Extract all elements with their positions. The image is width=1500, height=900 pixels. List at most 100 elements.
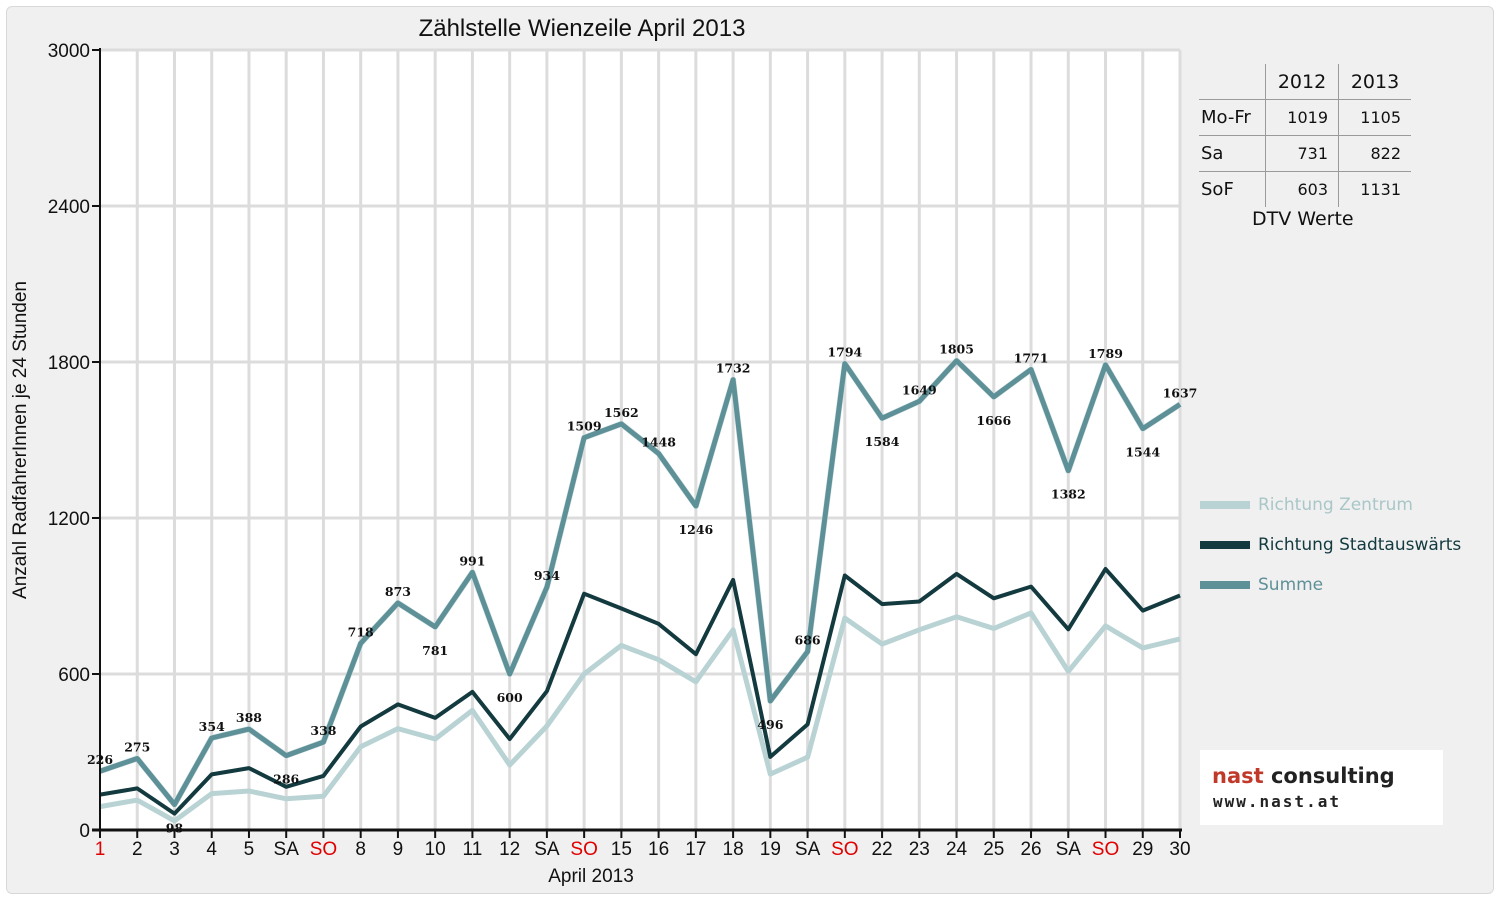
x-tick-label: 2 bbox=[132, 839, 143, 860]
x-tick-label: SO bbox=[831, 839, 858, 860]
data-label: 1649 bbox=[902, 382, 937, 397]
dtv-row: SoF 603 1131 bbox=[1199, 171, 1411, 207]
data-label: 286 bbox=[273, 772, 299, 787]
x-tick-label: SA bbox=[534, 839, 560, 860]
series-line-stadtauswaerts bbox=[99, 567, 1181, 816]
series-line-summe bbox=[99, 358, 1182, 807]
dtv-value: 822 bbox=[1338, 135, 1411, 172]
data-label: 1789 bbox=[1088, 346, 1123, 361]
dtv-row-label: Mo-Fr bbox=[1199, 99, 1266, 136]
data-label: 226 bbox=[87, 752, 113, 767]
y-tick-label: 1200 bbox=[48, 509, 90, 530]
y-tick-label: 600 bbox=[58, 665, 90, 686]
data-label: 1382 bbox=[1051, 487, 1086, 502]
series-lines bbox=[99, 357, 1182, 824]
data-label: 1448 bbox=[641, 435, 676, 450]
data-label: 873 bbox=[385, 584, 411, 599]
y-tick-label: 1800 bbox=[48, 353, 90, 374]
x-tick-label: 24 bbox=[946, 839, 968, 860]
dtv-row-label: SoF bbox=[1199, 171, 1266, 207]
legend-swatch bbox=[1200, 501, 1250, 509]
chart-title: Zählstelle Wienzeile April 2013 bbox=[419, 15, 746, 42]
x-tick-label: 9 bbox=[393, 839, 404, 860]
data-labels: 226 275 98 354 388 286 338 718 873 781 991 600 934 15… bbox=[87, 342, 1197, 836]
data-label: 1562 bbox=[604, 405, 639, 420]
grid bbox=[100, 48, 1182, 830]
legend-swatch bbox=[1200, 581, 1250, 589]
dtv-caption: DTV Werte bbox=[1252, 208, 1354, 230]
x-tick-label: SA bbox=[274, 839, 300, 860]
x-tick-label: 22 bbox=[871, 839, 892, 860]
x-tick-label: 8 bbox=[355, 839, 366, 860]
x-tick-label: 12 bbox=[499, 839, 520, 860]
data-label: 1732 bbox=[716, 361, 751, 376]
y-axis-title: Anzahl RadfahrerInnen je 24 Stunden bbox=[10, 281, 31, 599]
dtv-table: 2012 2013 Mo-Fr 1019 1105 Sa 731 822 SoF… bbox=[1199, 64, 1411, 207]
dtv-value: 1131 bbox=[1338, 171, 1411, 207]
x-tick-label: 3 bbox=[169, 839, 180, 860]
x-tick-label: 30 bbox=[1169, 839, 1190, 860]
data-label: 718 bbox=[348, 624, 374, 639]
data-label: 354 bbox=[199, 719, 225, 734]
data-label: 991 bbox=[459, 553, 485, 568]
x-tick-label: SO bbox=[310, 839, 337, 860]
legend-label: Summe bbox=[1258, 575, 1324, 595]
data-label: 388 bbox=[236, 710, 262, 725]
logo-name: nast consulting bbox=[1212, 764, 1395, 788]
y-tick-label: 2400 bbox=[48, 197, 90, 218]
x-tick-label: SA bbox=[795, 839, 821, 860]
dtv-row: Mo-Fr 1019 1105 bbox=[1199, 99, 1411, 136]
x-tick-label: SA bbox=[1056, 839, 1082, 860]
data-label: 1637 bbox=[1163, 385, 1198, 400]
legend-swatch bbox=[1200, 541, 1250, 549]
x-tick-label: 17 bbox=[685, 839, 706, 860]
dtv-value: 1105 bbox=[1338, 99, 1411, 136]
data-label: 686 bbox=[795, 633, 821, 648]
data-label: 1544 bbox=[1125, 445, 1160, 460]
x-tick-label: 29 bbox=[1132, 839, 1153, 860]
x-tick-label: 4 bbox=[206, 839, 217, 860]
x-tick-label: 26 bbox=[1020, 839, 1041, 860]
x-tick-label: 16 bbox=[648, 839, 669, 860]
dtv-value: 603 bbox=[1265, 171, 1339, 207]
x-tick-label: 1 bbox=[95, 839, 106, 860]
legend-item-zentrum: Richtung Zentrum bbox=[1200, 494, 1413, 516]
data-label: 1246 bbox=[678, 522, 713, 537]
dtv-value: 1019 bbox=[1265, 99, 1339, 136]
y-tick-label: 3000 bbox=[48, 41, 90, 62]
x-tick-label: 19 bbox=[760, 839, 781, 860]
data-label: 600 bbox=[497, 690, 523, 705]
data-label: 1794 bbox=[827, 345, 862, 360]
dtv-value: 731 bbox=[1265, 135, 1339, 172]
x-tick-label: 25 bbox=[983, 839, 1004, 860]
x-tick-label: 5 bbox=[244, 839, 255, 860]
x-tick-label: SO bbox=[570, 839, 597, 860]
data-label: 275 bbox=[124, 740, 150, 755]
dtv-corner bbox=[1199, 64, 1266, 100]
x-tick-label: 18 bbox=[723, 839, 744, 860]
logo-name-part1: nast bbox=[1212, 764, 1264, 788]
data-label: 496 bbox=[757, 717, 783, 732]
dtv-header-row: 2012 2013 bbox=[1199, 64, 1411, 100]
data-label: 1666 bbox=[976, 413, 1011, 428]
dtv-year-2012: 2012 bbox=[1265, 64, 1339, 100]
series-line-zentrum bbox=[99, 610, 1181, 824]
logo-name-part2: consulting bbox=[1263, 764, 1395, 788]
legend-item-summe: Summe bbox=[1200, 574, 1323, 596]
data-label: 781 bbox=[422, 643, 448, 658]
data-label: 1771 bbox=[1014, 351, 1049, 366]
x-tick-label: 10 bbox=[425, 839, 446, 860]
data-label: 1584 bbox=[865, 434, 900, 449]
legend-label: Richtung Zentrum bbox=[1258, 495, 1413, 515]
legend-label: Richtung Stadtauswärts bbox=[1258, 535, 1462, 555]
company-logo: nast consulting www.nast.at bbox=[1200, 750, 1443, 825]
x-tick-label: 23 bbox=[909, 839, 930, 860]
data-label: 934 bbox=[534, 568, 560, 583]
x-tick-label: 11 bbox=[463, 839, 483, 860]
y-tick-label: 0 bbox=[79, 821, 90, 842]
data-label: 98 bbox=[166, 821, 184, 836]
x-tick-label: 15 bbox=[611, 839, 632, 860]
data-label: 338 bbox=[310, 723, 336, 738]
